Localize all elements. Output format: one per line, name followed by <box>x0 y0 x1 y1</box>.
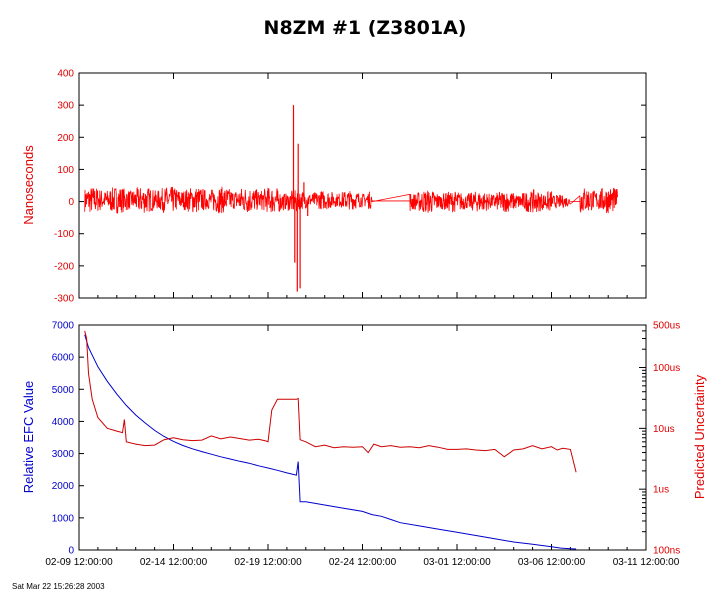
bottom-y2-tick-label: 1us <box>653 485 669 496</box>
top-panel: -300 -200 -100 0 100 200 300 400 Nanoseconds <box>21 69 647 305</box>
top-series-spikes <box>292 105 309 292</box>
bottom-plot-frame <box>78 324 647 551</box>
bottom-y2-tick-label: 10us <box>653 424 675 435</box>
bottom-x-tick-label: 03-06 12:00:00 <box>518 557 586 568</box>
bottom-y-tick-label: 0 <box>68 546 74 557</box>
bottom-x-ticks: 02-09 12:00:00 02-14 12:00:00 02-19 12:00:… <box>45 325 680 568</box>
footer-timestamp: Sat Mar 22 15:26:28 2003 <box>12 582 105 591</box>
bottom-y2-axis-label: Predicted Uncertainty <box>692 374 707 499</box>
top-y-tick-label: 0 <box>68 197 74 208</box>
top-plot-frame <box>78 72 647 299</box>
efc-value-line <box>84 334 577 550</box>
bottom-x-tick-label: 02-14 12:00:00 <box>140 557 208 568</box>
top-y-tick-label: 200 <box>57 133 74 144</box>
top-y-tick-label: -300 <box>54 294 74 305</box>
bottom-y2-tick-label: 100us <box>653 363 680 374</box>
bottom-x-tick-label: 02-24 12:00:00 <box>329 557 397 568</box>
predicted-uncertainty-line <box>84 330 577 473</box>
top-series-group <box>84 105 618 292</box>
bottom-x-tick-label: 03-01 12:00:00 <box>423 557 491 568</box>
bottom-y-tick-label: 7000 <box>52 321 75 332</box>
top-series-line <box>84 186 618 214</box>
bottom-x-tick-label: 02-09 12:00:00 <box>45 557 113 568</box>
top-y-tick-label: -100 <box>54 229 74 240</box>
bottom-y-axis-label: Relative EFC Value <box>21 381 36 493</box>
bottom-right-y-ticks: 100ns 1us 10us 100us 500us <box>639 321 680 557</box>
top-y-tick-label: 100 <box>57 165 74 176</box>
bottom-y-tick-label: 4000 <box>52 417 75 428</box>
bottom-x-tick-label: 03-11 12:00:00 <box>613 557 680 568</box>
top-y-ticks: -300 -200 -100 0 100 200 300 400 <box>54 69 646 305</box>
top-y-axis-label: Nanoseconds <box>21 145 36 225</box>
bottom-left-y-ticks: 0 1000 2000 3000 4000 5000 6000 7000 <box>52 321 84 557</box>
bottom-y-tick-label: 3000 <box>52 449 75 460</box>
bottom-x-tick-label: 02-19 12:00:00 <box>234 557 302 568</box>
bottom-y-tick-label: 2000 <box>52 481 75 492</box>
top-y-tick-label: -200 <box>54 261 74 272</box>
top-y-tick-label: 400 <box>57 69 74 80</box>
bottom-y2-tick-label: 500us <box>653 321 680 332</box>
chart-title: N8ZM #1 (Z3801A) <box>264 17 467 39</box>
top-y-tick-label: 300 <box>57 101 74 112</box>
bottom-y-tick-label: 6000 <box>52 353 75 364</box>
bottom-y-tick-label: 1000 <box>52 513 75 524</box>
top-x-ticks <box>78 73 647 298</box>
bottom-y2-tick-label: 100ns <box>653 546 680 557</box>
bottom-y-tick-label: 5000 <box>52 385 75 396</box>
bottom-series-group <box>84 330 577 550</box>
